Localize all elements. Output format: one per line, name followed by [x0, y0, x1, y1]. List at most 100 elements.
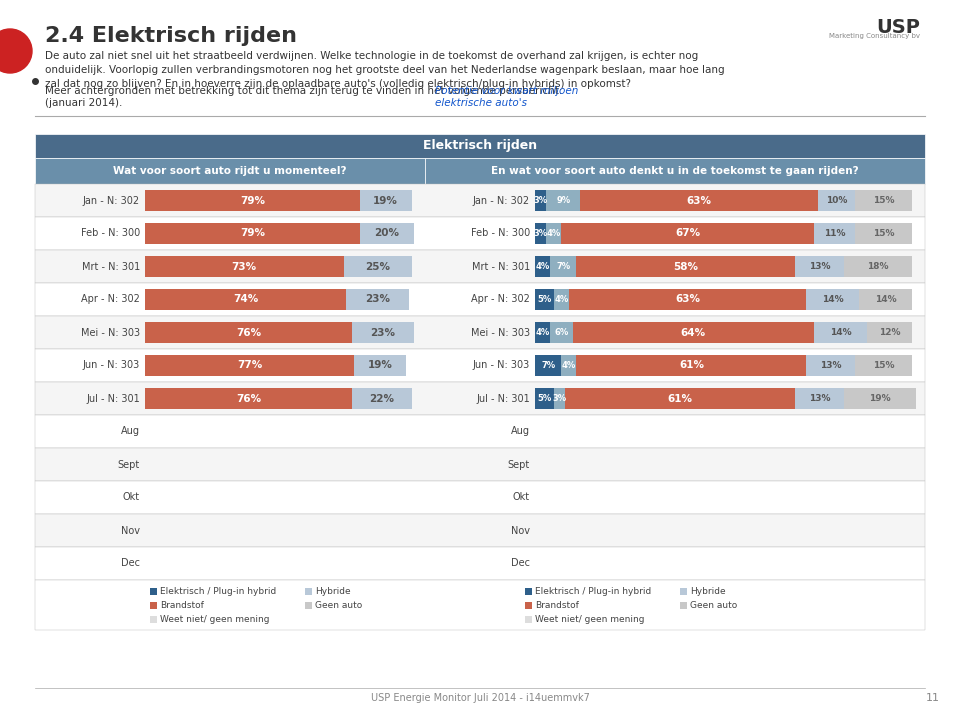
Bar [576, 355, 806, 376]
Text: 73%: 73% [231, 261, 257, 272]
Text: Hybride: Hybride [315, 587, 350, 595]
Text: 11%: 11% [824, 229, 846, 238]
Text: Jan - N: 302: Jan - N: 302 [473, 196, 530, 205]
Text: Jun - N: 303: Jun - N: 303 [83, 361, 140, 371]
Text: 74%: 74% [233, 294, 258, 304]
Text: Weet niet/ geen mening: Weet niet/ geen mening [160, 614, 270, 623]
Bar [145, 388, 351, 409]
Text: Aug: Aug [121, 426, 140, 436]
Text: Nov: Nov [121, 525, 140, 535]
Text: Hybride: Hybride [690, 587, 726, 595]
Text: 23%: 23% [371, 328, 396, 337]
Bar [35, 547, 925, 580]
Circle shape [0, 29, 32, 73]
Text: 2.4 Elektrisch rijden: 2.4 Elektrisch rijden [45, 26, 297, 46]
Text: 13%: 13% [820, 361, 842, 370]
Bar [360, 223, 415, 244]
Text: 4%: 4% [536, 328, 550, 337]
Text: 67%: 67% [675, 229, 700, 239]
Text: 12%: 12% [878, 328, 900, 337]
Text: 76%: 76% [236, 393, 261, 404]
Bar [35, 415, 925, 448]
Text: 58%: 58% [673, 261, 698, 272]
Text: 7%: 7% [556, 262, 570, 271]
Bar [535, 322, 550, 342]
Bar [844, 256, 912, 277]
Text: Jan - N: 302: Jan - N: 302 [83, 196, 140, 205]
Text: 77%: 77% [237, 361, 262, 371]
Bar [855, 191, 912, 210]
Bar [550, 322, 573, 342]
Bar [305, 602, 312, 609]
Bar [580, 191, 818, 210]
Text: Nov: Nov [511, 525, 530, 535]
Bar [818, 191, 855, 210]
Text: Sept: Sept [118, 460, 140, 469]
Bar [844, 388, 916, 409]
Text: 13%: 13% [809, 394, 830, 403]
Text: 14%: 14% [829, 328, 852, 337]
Text: 10%: 10% [826, 196, 848, 205]
Text: Dec: Dec [511, 558, 530, 568]
Text: 23%: 23% [365, 294, 390, 304]
Text: 79%: 79% [240, 196, 265, 205]
Bar [35, 514, 925, 547]
Bar [554, 289, 569, 310]
Bar [867, 322, 912, 342]
Text: Okt: Okt [513, 493, 530, 503]
Bar [344, 256, 412, 277]
Text: Mrt - N: 301: Mrt - N: 301 [82, 261, 140, 272]
Text: Geen auto: Geen auto [315, 601, 362, 609]
Bar [145, 289, 347, 310]
Bar [814, 322, 867, 342]
Text: Marketing Consultancy bv: Marketing Consultancy bv [829, 33, 920, 39]
Bar [562, 355, 576, 376]
Text: Meer achtergronden met betrekking tot dit thema zijn terug te vinden in het volg: Meer achtergronden met betrekking tot di… [45, 86, 565, 96]
Text: 9%: 9% [556, 196, 570, 205]
Bar [145, 355, 354, 376]
Text: Jul - N: 301: Jul - N: 301 [476, 393, 530, 404]
Text: Jul - N: 301: Jul - N: 301 [86, 393, 140, 404]
Text: 63%: 63% [675, 294, 700, 304]
Text: 19%: 19% [368, 361, 393, 371]
Bar [35, 481, 925, 514]
Text: 4%: 4% [547, 229, 561, 238]
Bar [795, 256, 844, 277]
Bar [806, 289, 859, 310]
Bar [525, 602, 532, 609]
Bar [565, 388, 795, 409]
Text: 5%: 5% [538, 394, 552, 403]
Text: Elektrisch / Plug-in hybrid: Elektrisch / Plug-in hybrid [160, 587, 276, 595]
Text: 63%: 63% [686, 196, 711, 205]
Text: Sept: Sept [508, 460, 530, 469]
Text: 61%: 61% [667, 393, 693, 404]
Text: Mrt - N: 301: Mrt - N: 301 [471, 261, 530, 272]
Bar [546, 223, 562, 244]
Bar [150, 616, 157, 623]
Bar [573, 322, 814, 342]
Text: 76%: 76% [236, 328, 261, 337]
Text: Geen auto: Geen auto [690, 601, 737, 609]
Text: 4%: 4% [554, 295, 568, 304]
Text: Dec: Dec [121, 558, 140, 568]
Text: Mei - N: 303: Mei - N: 303 [470, 328, 530, 337]
Bar [425, 158, 925, 184]
Bar [554, 388, 565, 409]
Text: 19%: 19% [869, 394, 891, 403]
Text: 4%: 4% [536, 262, 550, 271]
Bar [535, 223, 546, 244]
Bar [859, 289, 912, 310]
Text: 5%: 5% [538, 295, 552, 304]
Text: 14%: 14% [822, 295, 844, 304]
Text: 25%: 25% [365, 261, 390, 272]
Bar [855, 223, 912, 244]
Bar [150, 588, 157, 595]
Bar [351, 388, 412, 409]
Text: Jun - N: 303: Jun - N: 303 [472, 361, 530, 371]
Text: 4%: 4% [562, 361, 576, 370]
Text: Feb - N: 300: Feb - N: 300 [81, 229, 140, 239]
Text: Apr - N: 302: Apr - N: 302 [82, 294, 140, 304]
Bar [576, 256, 795, 277]
Bar [35, 382, 925, 415]
Text: 3%: 3% [534, 196, 548, 205]
